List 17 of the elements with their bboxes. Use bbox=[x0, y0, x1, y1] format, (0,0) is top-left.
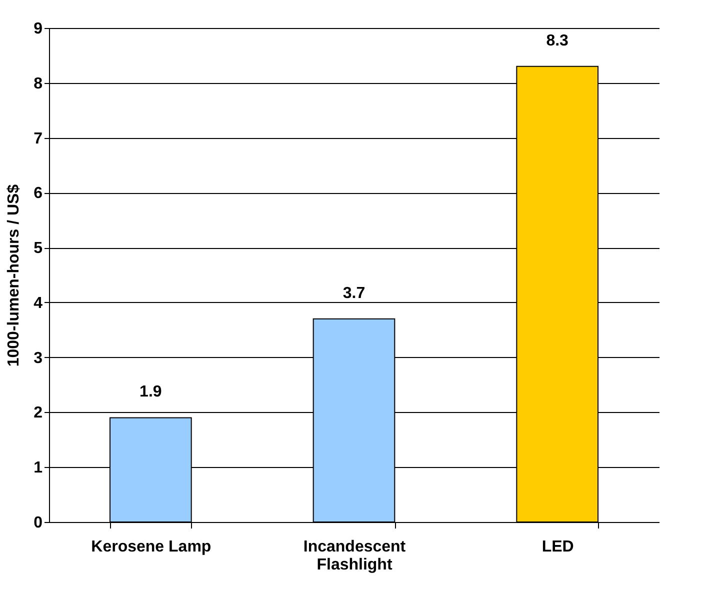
y-tick-label: 8 bbox=[34, 75, 43, 92]
y-axis-title: 1000-lumen-hours / US$ bbox=[6, 184, 23, 367]
y-tick-label: 6 bbox=[34, 185, 43, 202]
x-tick-label: Incandescent Flashlight bbox=[303, 538, 406, 574]
y-tick-label: 2 bbox=[34, 404, 43, 422]
x-tick-label: Kerosene Lamp bbox=[91, 538, 212, 556]
data-label: 3.7 bbox=[342, 284, 366, 302]
y-tick-label: 5 bbox=[34, 240, 43, 258]
y-tick-label: 7 bbox=[34, 130, 43, 148]
y-tick-label: 4 bbox=[34, 294, 43, 312]
y-tick-label: 3 bbox=[34, 350, 43, 367]
y-tick-label: 0 bbox=[34, 514, 43, 532]
x-tick-label: LED bbox=[542, 538, 574, 556]
data-label: 1.9 bbox=[140, 384, 162, 401]
data-label: 8.3 bbox=[546, 32, 569, 50]
y-tick-label: 9 bbox=[34, 20, 43, 38]
y-tick-label: 1 bbox=[34, 460, 43, 477]
